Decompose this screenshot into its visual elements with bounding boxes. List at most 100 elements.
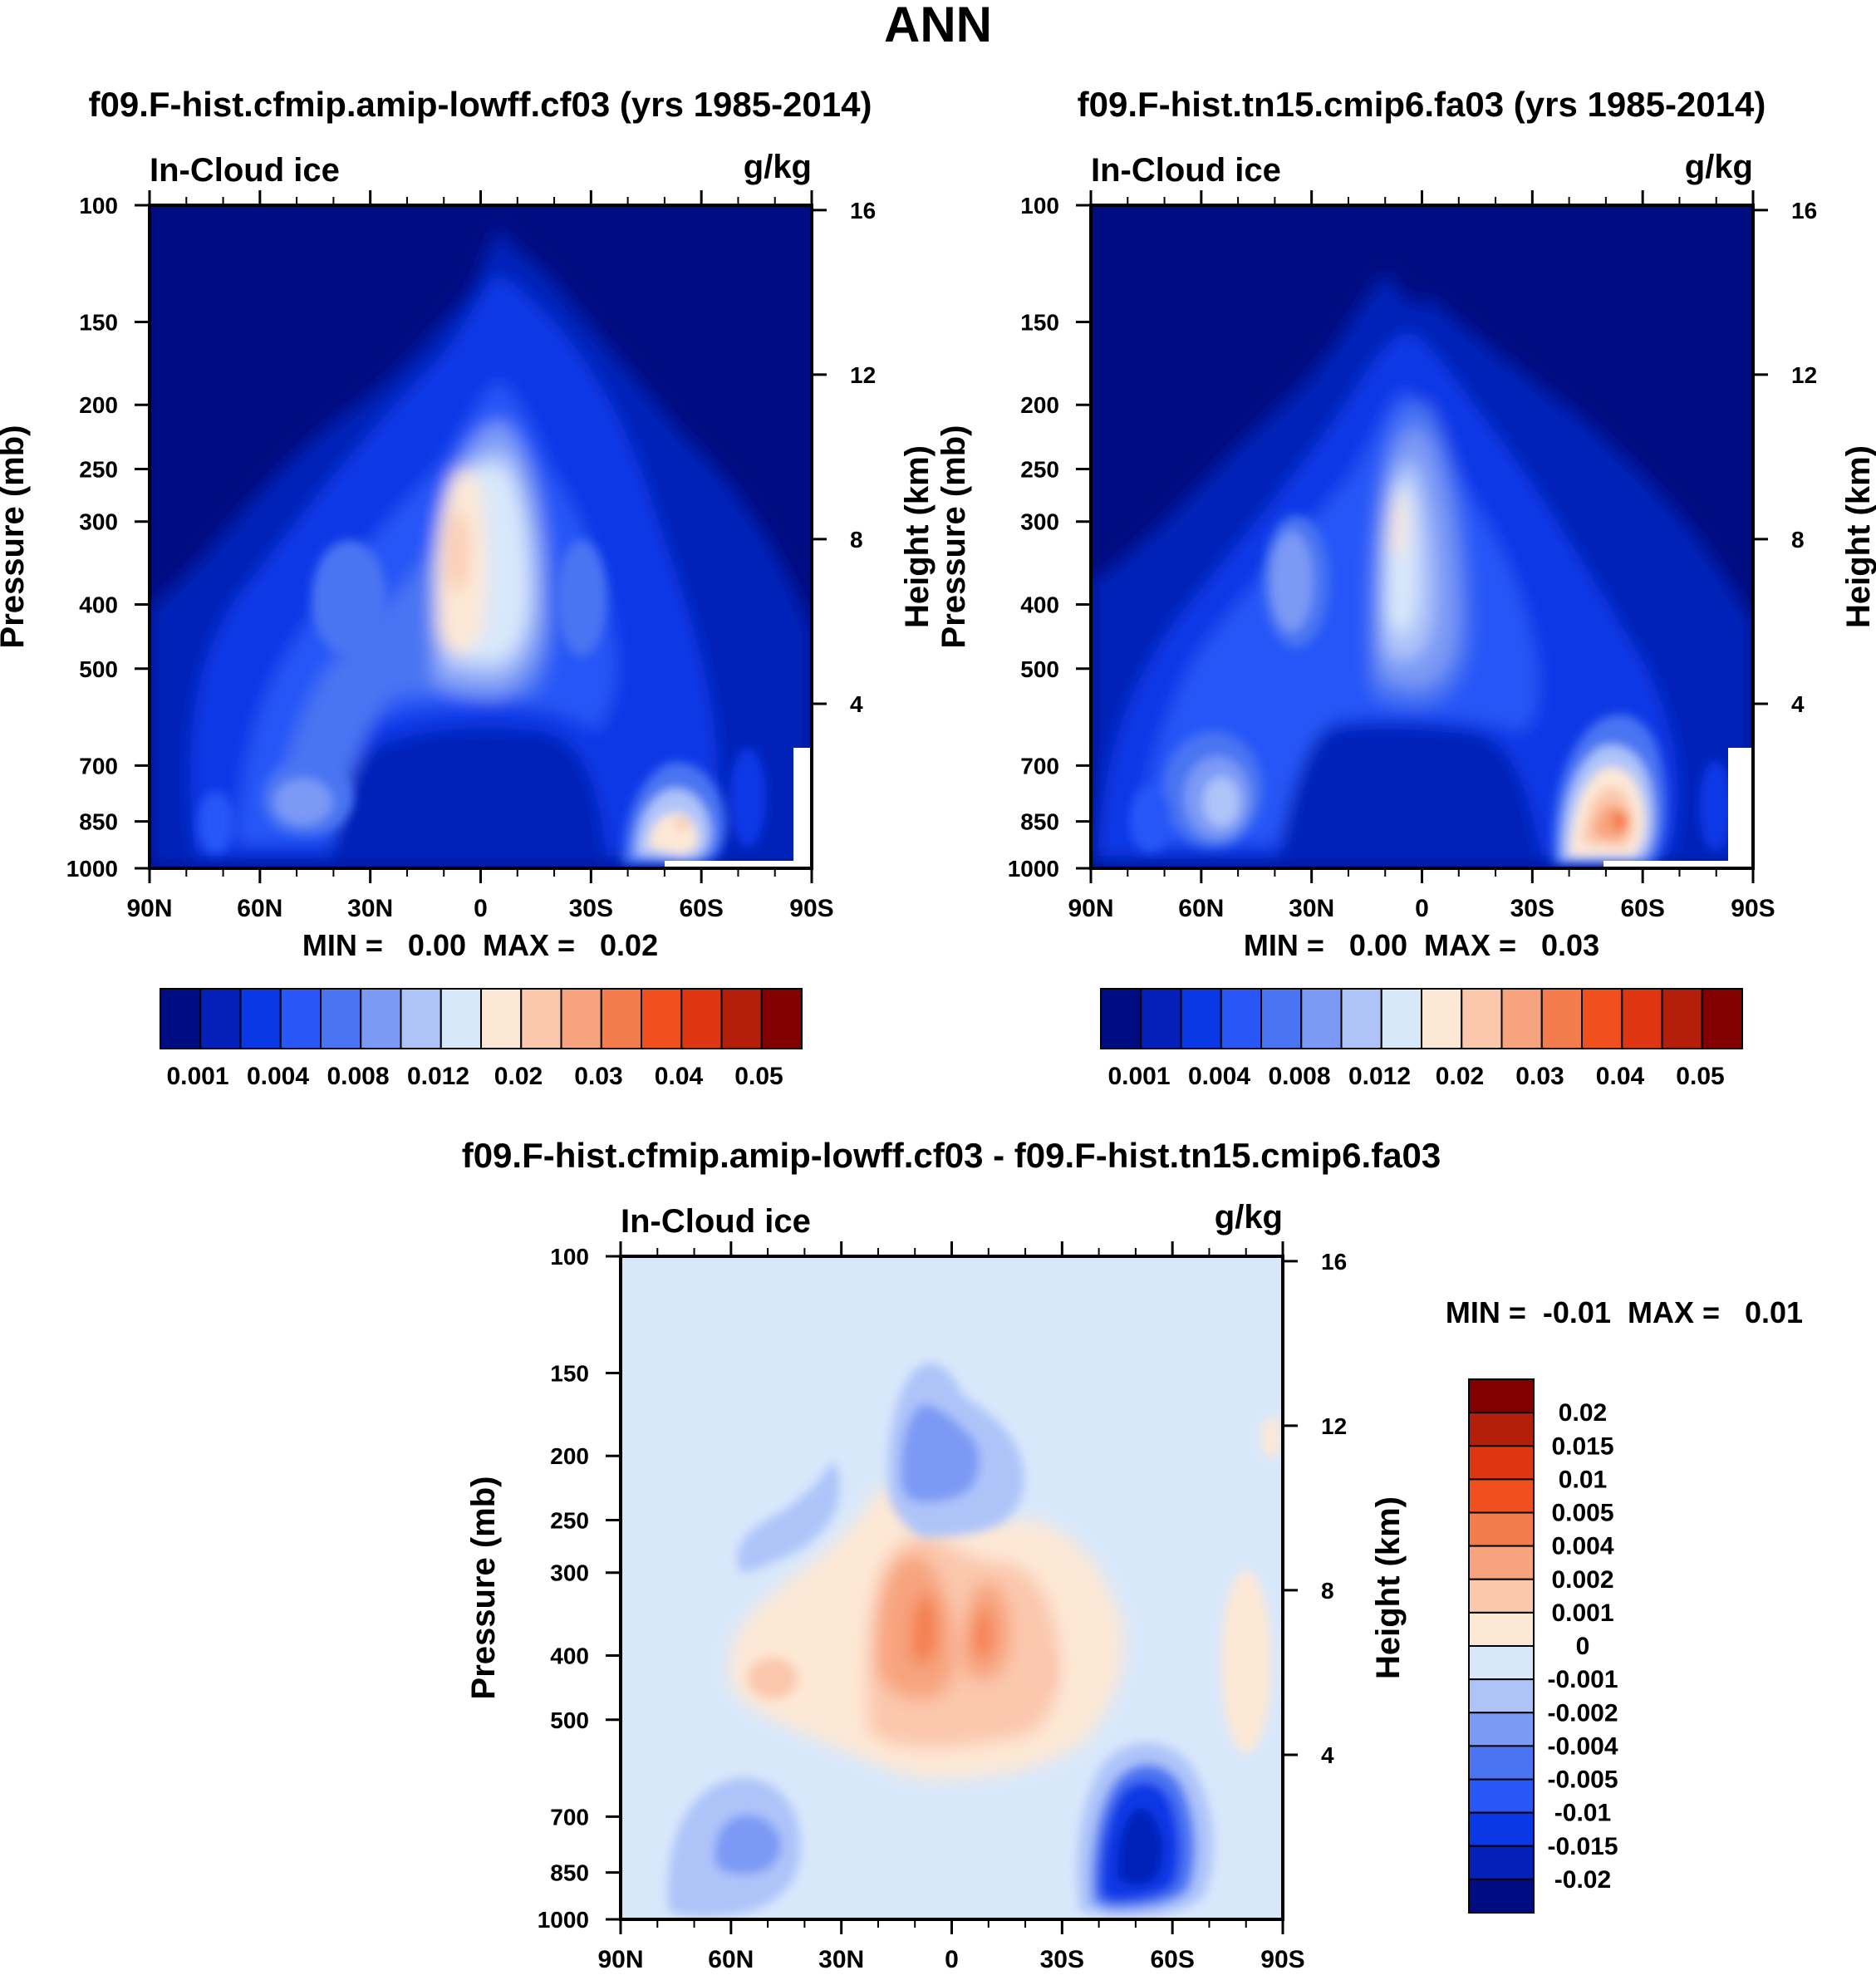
lat-tick-label: 60S: [1620, 895, 1664, 922]
colorbar-swatch: [1468, 1511, 1535, 1547]
colorbar-swatch: [1100, 988, 1142, 1049]
panel-diff-min-max: MIN = -0.01 MAX = 0.01: [1446, 1295, 1803, 1329]
colorbar-label: -0.004: [1547, 1732, 1618, 1760]
colorbar-label: -0.001: [1547, 1666, 1618, 1693]
height-tick-label: 4: [1791, 691, 1805, 717]
panel-left-label-left: In-Cloud ice: [150, 152, 340, 189]
colorbar-label: 0.05: [1676, 1063, 1724, 1090]
colorbar-swatch: [480, 988, 523, 1049]
panel-left-colorbar: 0.001 0.004 0.008 0.012 0.02 0.03 0.04 0.05: [160, 988, 803, 1090]
colorbar-swatch: [1220, 988, 1262, 1049]
colorbar-swatch: [1260, 988, 1303, 1049]
colorbar-swatch: [1468, 1445, 1535, 1481]
panel-right-min-max: MIN = 0.00 MAX = 0.03: [1244, 928, 1599, 962]
panel-diff-title: f09.F-hist.cfmip.amip-lowff.cf03 - f09.F…: [462, 1136, 1441, 1175]
colorbar-swatch: [1468, 1811, 1535, 1847]
colorbar-label: 0.04: [1596, 1063, 1645, 1090]
panel-left-label-right: g/kg: [744, 149, 812, 185]
lat-tick-label: 30S: [1510, 895, 1554, 922]
pressure-tick-label: 150: [79, 310, 118, 336]
figure-title: ANN: [884, 0, 992, 52]
colorbar-swatch: [400, 988, 442, 1049]
pressure-tick-label: 400: [79, 592, 118, 617]
colorbar-swatch: [1300, 988, 1343, 1049]
colorbar-swatch: [600, 988, 642, 1049]
lat-tick-label: 90S: [1731, 895, 1775, 922]
height-tick-label: 16: [1791, 198, 1817, 224]
colorbar-swatch: [1421, 988, 1463, 1049]
panel-diff-label-right: g/kg: [1215, 1199, 1283, 1236]
pressure-tick-label: 250: [1020, 457, 1059, 483]
colorbar-label: 0.02: [1436, 1063, 1484, 1090]
colorbar-label: 0.002: [1551, 1566, 1613, 1594]
colorbar-label: -0.01: [1554, 1800, 1611, 1827]
pressure-tick-label: 500: [79, 656, 118, 682]
colorbar-label: -0.02: [1554, 1866, 1611, 1894]
colorbar-swatch: [1621, 988, 1663, 1049]
lat-tick-label: 60S: [1150, 1946, 1194, 1973]
height-tick-label: 12: [850, 362, 876, 388]
colorbar-swatch: [1468, 1412, 1535, 1447]
panel-right-label-right: g/kg: [1685, 149, 1753, 185]
colorbar-swatch: [160, 988, 202, 1049]
pressure-tick-label: 500: [550, 1707, 589, 1733]
colorbar-label: 0.004: [1551, 1533, 1613, 1560]
colorbar-label: -0.015: [1547, 1833, 1618, 1860]
pressure-tick-label: 300: [550, 1560, 589, 1586]
colorbar-swatch: [1380, 988, 1422, 1049]
colorbar-label: 0.02: [1559, 1399, 1607, 1427]
pressure-tick-label: 1000: [1008, 856, 1059, 882]
lat-tick-label: 60N: [708, 1946, 754, 1973]
pressure-tick-label: 200: [1020, 392, 1059, 418]
colorbar-swatch: [1468, 1611, 1535, 1647]
height-tick-label: 12: [1321, 1413, 1347, 1439]
height-tick-label: 4: [850, 691, 863, 717]
colorbar-swatch: [199, 988, 242, 1049]
pressure-tick-label: 700: [79, 753, 118, 779]
panel-right-label-left: In-Cloud ice: [1091, 152, 1281, 189]
panel-diff-colorbar: 0.02 0.015 0.01 0.005 0.004 0.002 0.001 0 -0.001…: [1468, 1378, 1618, 1914]
colorbar-swatch: [1468, 1545, 1535, 1580]
colorbar-label: 0.004: [247, 1063, 309, 1090]
panel-diff: f09.F-hist.cfmip.amip-lowff.cf03 - f09.F…: [462, 1136, 1803, 1973]
height-axis-title: Height (km): [899, 445, 936, 628]
pressure-tick-label: 200: [79, 392, 118, 418]
colorbar-swatch: [440, 988, 482, 1049]
panel-right-colorbar: 0.001 0.004 0.008 0.012 0.02 0.03 0.04 0.05: [1100, 988, 1743, 1090]
height-axis-title: Height (km): [1840, 445, 1876, 628]
colorbar-swatch: [1468, 1845, 1535, 1880]
pressure-tick-label: 400: [550, 1643, 589, 1668]
colorbar-label: 0.008: [327, 1063, 389, 1090]
height-tick-label: 8: [1321, 1578, 1334, 1604]
lat-tick-label: 90N: [597, 1946, 643, 1973]
colorbar-swatch: [1340, 988, 1382, 1049]
colorbar-swatch: [1500, 988, 1543, 1049]
pressure-tick-label: 100: [550, 1244, 589, 1270]
pressure-tick-label: 700: [550, 1804, 589, 1830]
colorbar-label: 0.015: [1551, 1432, 1613, 1460]
colorbar-label: 0.03: [574, 1063, 622, 1090]
colorbar-label: 0.02: [494, 1063, 543, 1090]
pressure-tick-label: 100: [79, 193, 118, 219]
panel-diff-axes: 90N 60N 30N 0 30S 60S 90S 100 150 200 250 300 400 500…: [465, 1241, 1407, 1973]
lat-tick-label: 60N: [1178, 895, 1224, 922]
pressure-tick-label: 850: [1020, 809, 1059, 835]
colorbar-label: 0.001: [1551, 1599, 1613, 1627]
pressure-tick-label: 250: [550, 1508, 589, 1534]
colorbar-swatch: [279, 988, 322, 1049]
colorbar-swatch: [1180, 988, 1222, 1049]
colorbar-swatch: [1468, 1478, 1535, 1514]
colorbar-swatch: [1468, 1645, 1535, 1681]
colorbar-label: 0.008: [1268, 1063, 1330, 1090]
colorbar-swatch: [360, 988, 402, 1049]
panel-left-title: f09.F-hist.cfmip.amip-lowff.cf03 (yrs 19…: [89, 85, 872, 124]
colorbar-swatch: [520, 988, 562, 1049]
panel-left-heatmap: [150, 205, 812, 868]
height-tick-label: 16: [850, 198, 876, 224]
lat-tick-label: 90S: [789, 895, 833, 922]
colorbar-swatch: [1468, 1878, 1535, 1914]
pressure-tick-label: 850: [79, 809, 118, 835]
colorbar-label: 0.001: [1107, 1063, 1170, 1090]
colorbar-swatch: [320, 988, 362, 1049]
